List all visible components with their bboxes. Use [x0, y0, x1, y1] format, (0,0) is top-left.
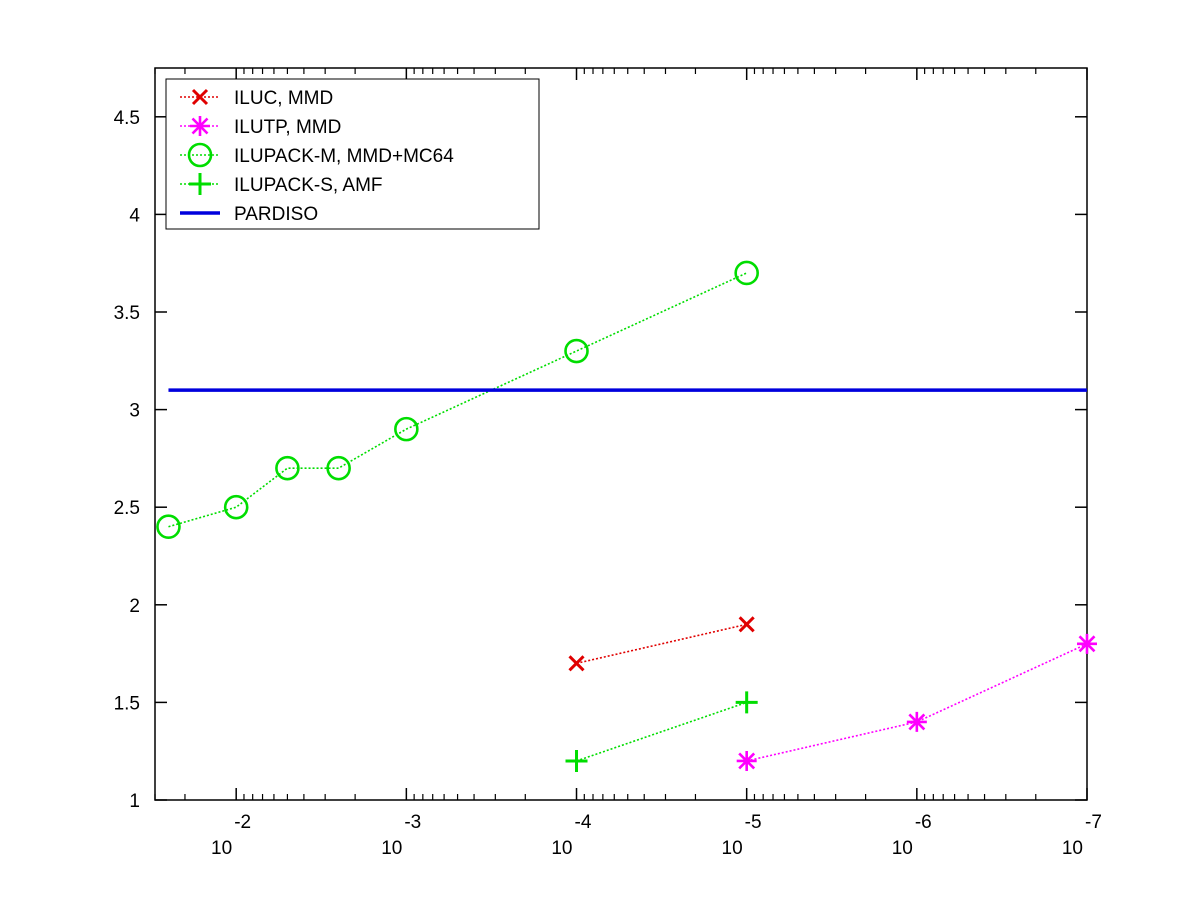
y-tick-label: 4.5 — [114, 108, 140, 129]
series-layer — [156, 260, 1097, 772]
legend-marker — [190, 116, 210, 136]
series-3 — [565, 691, 758, 772]
y-tick-label: 2 — [129, 596, 140, 617]
x-tick-label-exponent: -6 — [915, 812, 932, 833]
x-tick-label-base: 10 — [211, 838, 232, 859]
data-point — [326, 455, 351, 481]
x-tick-label-exponent: -4 — [575, 812, 592, 833]
series-2 — [156, 260, 759, 540]
y-tick-label: 4 — [129, 205, 140, 226]
series-1 — [736, 633, 1097, 771]
x-axis: 10-210-310-410-510-610-7 — [154, 68, 1102, 859]
y-tick-label: 1 — [129, 791, 140, 812]
series-line — [576, 701, 747, 762]
x-tick-label-exponent: -7 — [1085, 812, 1102, 833]
x-tick-label-base: 10 — [722, 838, 743, 859]
x-tick-label-exponent: -2 — [234, 812, 251, 833]
data-point — [735, 691, 758, 714]
y-axis: 1 1.5 2 2.5 3 3.5 4 4.5 — [114, 108, 1087, 812]
data-point — [734, 260, 759, 286]
data-point — [906, 711, 927, 732]
legend-label: ILUC, MMD — [234, 88, 333, 109]
y-tick-label: 1.5 — [114, 693, 140, 714]
x-tick-label-base: 10 — [1062, 838, 1083, 859]
x-tick-label-base: 10 — [892, 838, 913, 859]
x-tick-label-base: 10 — [551, 838, 572, 859]
legend-label: PARDISO — [234, 204, 318, 225]
series-line — [576, 623, 747, 665]
data-point — [564, 338, 589, 364]
data-point — [394, 416, 419, 442]
data-point — [156, 514, 181, 540]
series-0 — [568, 616, 755, 672]
legend-label: ILUTP, MMD — [234, 117, 341, 138]
legend-label: ILUPACK-M, MMD+MC64 — [234, 146, 454, 167]
legend: ILUC, MMD ILUTP, MMD ILUPACK-M, MMD+MC64 IL… — [165, 78, 540, 230]
data-point — [736, 750, 757, 771]
y-tick-label: 2.5 — [114, 498, 140, 519]
legend-marker — [191, 88, 209, 106]
x-tick-label-base: 10 — [381, 838, 402, 859]
data-point — [565, 749, 588, 772]
data-point — [1077, 633, 1097, 654]
legend-label: ILUPACK-S, AMF — [234, 175, 383, 196]
y-tick-label: 3.5 — [114, 303, 140, 324]
data-point — [275, 455, 300, 481]
legend-marker — [189, 173, 211, 195]
legend-marker — [187, 142, 213, 168]
x-tick-label-exponent: -3 — [404, 812, 421, 833]
legend-box — [165, 78, 540, 230]
data-point — [738, 616, 755, 633]
data-point — [568, 655, 585, 672]
y-tick-label: 3 — [129, 401, 140, 422]
x-tick-label-exponent: -5 — [745, 812, 762, 833]
data-point — [223, 494, 249, 520]
